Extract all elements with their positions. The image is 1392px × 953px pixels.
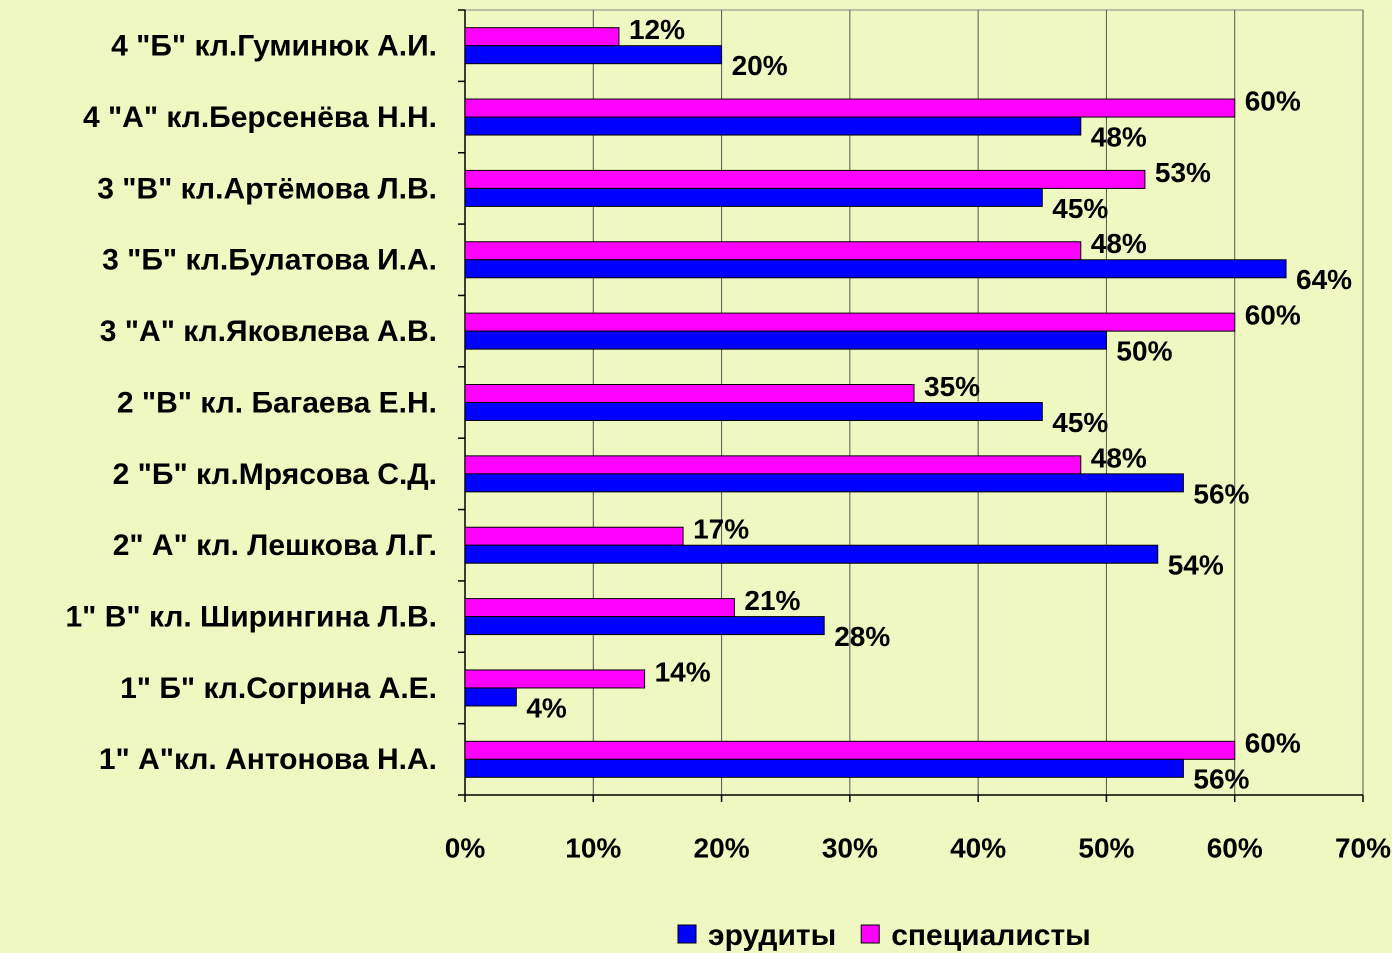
bar [464, 758, 1184, 778]
value-label: 45% [1052, 193, 1108, 224]
bar [464, 526, 684, 546]
value-label: 56% [1193, 478, 1249, 509]
value-label: 60% [1245, 300, 1301, 331]
value-label: 14% [655, 656, 711, 687]
bar [464, 169, 1146, 189]
bar [464, 402, 1043, 421]
legend-label: специалисты [891, 919, 1091, 952]
bar [464, 116, 1082, 136]
bar [464, 544, 1159, 564]
value-label: 12% [629, 14, 685, 45]
value-label: 54% [1168, 550, 1224, 581]
value-label: 17% [693, 514, 749, 545]
bar [464, 455, 1082, 475]
value-label: 45% [1052, 407, 1108, 438]
bar [464, 473, 1184, 493]
x-tick-label: 70% [1335, 832, 1391, 863]
y-tick-label: 2 "В" кл. Багаева Е.Н. [117, 386, 437, 419]
bar [464, 45, 723, 65]
y-tick-label: 1" А"кл. Антонова Н.А. [99, 743, 437, 776]
value-label: 60% [1245, 85, 1301, 116]
y-tick-label: 2 "Б" кл.Мрясова С.Д. [113, 458, 437, 491]
bar [464, 312, 1236, 332]
y-tick-label: 4 "Б" кл.Гуминюк А.И. [111, 30, 437, 63]
bar [464, 384, 915, 403]
bar [464, 241, 1082, 261]
bar [464, 330, 1107, 350]
x-tick-label: 20% [694, 832, 750, 863]
y-tick-label: 2" А" кл. Лешкова Л.Г. [113, 529, 437, 562]
bar [464, 187, 1043, 207]
bar [464, 598, 735, 618]
x-tick-label: 0% [445, 832, 486, 863]
y-tick-label: 1" Б" кл.Согрина А.Е. [120, 672, 437, 705]
bar [464, 687, 517, 707]
y-tick-label: 4 "А" кл.Берсенёва Н.Н. [83, 101, 437, 134]
bar [464, 740, 1236, 760]
value-label: 60% [1245, 728, 1301, 759]
value-label: 53% [1155, 157, 1211, 188]
value-label: 21% [744, 585, 800, 616]
bar [464, 259, 1287, 279]
x-tick-label: 40% [950, 832, 1006, 863]
value-label: 35% [924, 371, 980, 402]
value-label: 48% [1091, 121, 1147, 152]
y-tick-label: 1" В" кл. Ширингина Л.В. [65, 601, 437, 634]
bar [464, 616, 825, 636]
x-tick-label: 30% [822, 832, 878, 863]
value-label: 56% [1193, 764, 1249, 795]
value-label: 4% [526, 692, 567, 723]
y-tick-label: 3 "А" кл.Яковлева А.В. [100, 315, 437, 348]
value-label: 50% [1116, 336, 1172, 367]
value-label: 64% [1296, 264, 1352, 295]
x-tick-label: 50% [1078, 832, 1134, 863]
bar [464, 98, 1236, 118]
legend-swatch [860, 924, 880, 944]
value-label: 20% [732, 50, 788, 81]
value-label: 48% [1091, 442, 1147, 473]
bar [464, 27, 620, 47]
y-tick-label: 3 "В" кл.Артёмова Л.В. [97, 172, 437, 205]
x-tick-label: 10% [565, 832, 621, 863]
legend-swatch [677, 924, 697, 944]
bar [464, 669, 646, 689]
x-tick-label: 60% [1207, 832, 1263, 863]
value-label: 28% [834, 621, 890, 652]
y-tick-label: 3 "Б" кл.Булатова И.А. [102, 244, 437, 277]
value-label: 48% [1091, 228, 1147, 259]
legend-label: эрудиты [708, 919, 836, 952]
